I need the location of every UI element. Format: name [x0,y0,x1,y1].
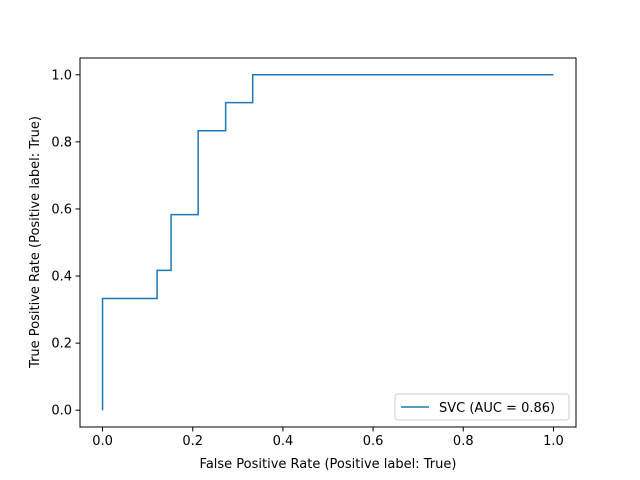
plot-area [79,57,577,428]
axes-frame [79,57,577,428]
x-axis-ticks: 0.0 0.2 0.4 0.6 0.8 1.0 [92,427,564,449]
y-tick-label: 0.2 [51,337,72,352]
y-axis-label: True Positive Rate (Positive label: True… [28,116,43,369]
legend-entry-label: SVC (AUC = 0.86) [439,401,555,416]
x-tick-label: 0.4 [273,434,294,449]
x-tick-label: 0.8 [453,434,474,449]
y-tick-label: 0.6 [51,202,72,217]
x-tick-label: 0.0 [92,434,113,449]
y-tick-label: 0.4 [51,270,72,285]
legend-frame [394,393,570,421]
y-tick-label: 1.0 [51,68,72,83]
y-axis-ticks: 0.0 0.2 0.4 0.6 0.8 1.0 [51,68,80,419]
x-axis-label: False Positive Rate (Positive label: Tru… [200,457,457,472]
x-tick-label: 0.6 [363,434,384,449]
y-tick-label: 0.8 [51,135,72,150]
x-tick-label: 0.2 [182,434,203,449]
legend: SVC (AUC = 0.86) [394,393,570,421]
roc-curve-line [101,74,554,411]
x-tick-label: 1.0 [543,434,564,449]
y-tick-label: 0.0 [51,404,72,419]
